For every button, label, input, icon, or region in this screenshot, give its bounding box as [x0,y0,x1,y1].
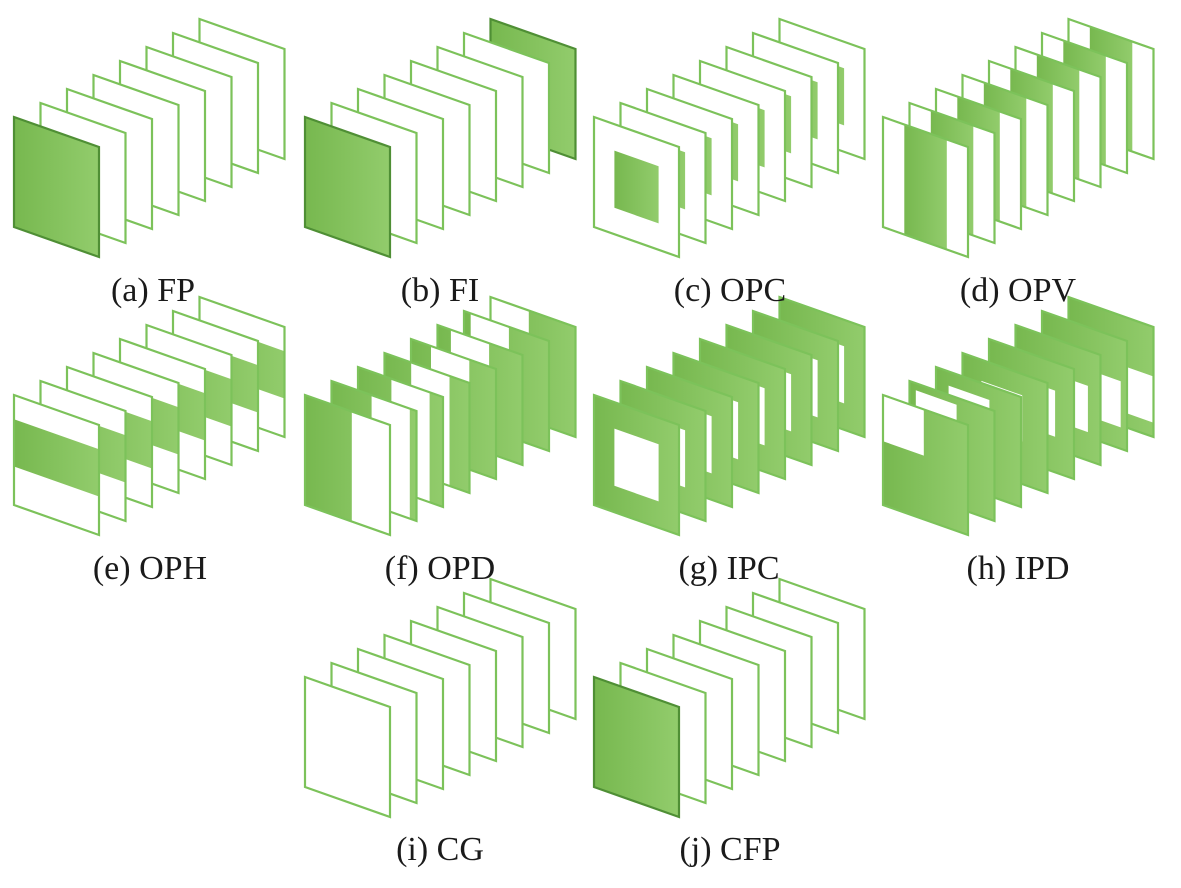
caption-h: (h) IPD [967,550,1070,587]
frame-1 [303,675,392,819]
frame-1 [592,115,681,259]
caption-c: (c) OPC [674,272,786,309]
frame-1 [592,393,681,537]
caption-a: (a) FP [111,272,195,309]
panel-f [303,295,577,537]
caption-f: (f) OPD [385,550,495,587]
panel-j [592,577,866,819]
panel-g [592,295,866,537]
caption-d: (d) OPV [960,272,1077,309]
caption-e: (e) OPH [93,550,207,587]
frame-1 [303,115,392,259]
caption-b: (b) FI [401,272,479,309]
panel-c [592,17,866,259]
frame-1 [592,675,681,819]
caption-i: (i) CG [396,831,484,868]
frame-1 [12,393,101,537]
frame-1 [12,115,101,259]
frame-1 [881,393,970,537]
panel-i [303,577,577,819]
panel-a [12,17,286,259]
panel-b [303,17,577,259]
panel-h [881,295,1155,537]
frame-1 [881,115,970,259]
caption-g: (g) IPC [678,550,779,587]
frame-1 [303,393,392,537]
panel-e [12,295,286,537]
caption-j: (j) CFP [679,831,780,868]
panel-d [881,17,1155,259]
